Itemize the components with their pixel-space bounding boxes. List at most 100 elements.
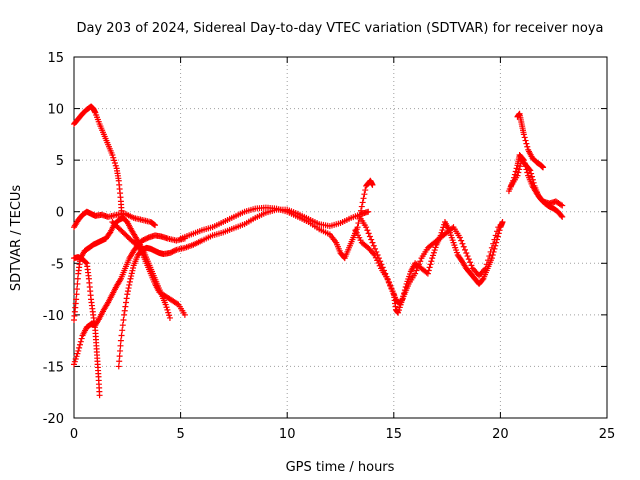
data-point-marker xyxy=(483,261,490,268)
data-point-marker xyxy=(515,169,522,176)
data-point-marker xyxy=(373,248,380,255)
data-point-marker xyxy=(172,247,179,254)
data-point-marker xyxy=(464,253,471,260)
data-point-marker xyxy=(74,275,81,282)
data-point-marker xyxy=(378,261,385,268)
data-point-marker xyxy=(439,227,446,234)
data-point-marker xyxy=(166,312,173,319)
data-point-marker xyxy=(129,267,136,274)
data-point-marker xyxy=(166,314,173,321)
data-point-marker xyxy=(460,243,467,250)
data-point-marker xyxy=(514,172,521,179)
data-point-marker xyxy=(521,134,528,141)
data-point-marker xyxy=(417,258,424,265)
x-tick-label: 15 xyxy=(386,427,403,442)
data-point-marker xyxy=(559,202,566,209)
data-point-marker xyxy=(71,358,78,365)
data-point-marker xyxy=(368,236,375,243)
data-point-marker xyxy=(112,162,119,169)
data-point-marker xyxy=(491,236,498,243)
data-point-marker xyxy=(524,143,531,150)
data-point-marker xyxy=(125,285,132,292)
data-point-marker xyxy=(165,309,172,316)
data-point-marker xyxy=(369,181,376,188)
data-point-marker xyxy=(76,341,83,348)
y-tick-label: 10 xyxy=(47,103,64,118)
x-tick-label: 25 xyxy=(599,427,616,442)
data-point-marker xyxy=(557,201,564,208)
series-arc-8 xyxy=(177,177,376,262)
data-point-marker xyxy=(124,291,131,298)
data-point-marker xyxy=(458,237,465,244)
data-point-marker xyxy=(365,208,372,215)
data-point-marker xyxy=(516,166,523,173)
data-point-marker xyxy=(487,248,494,255)
y-axis-label: SDTVAR / TECUs xyxy=(9,185,24,292)
data-point-marker xyxy=(520,131,527,138)
data-point-marker xyxy=(181,311,188,318)
data-point-marker xyxy=(463,249,470,256)
series-arc-6 xyxy=(115,206,372,370)
data-point-marker xyxy=(395,309,402,316)
data-point-marker xyxy=(118,332,125,339)
data-point-marker xyxy=(74,350,81,357)
data-point-marker xyxy=(73,353,80,360)
data-point-marker xyxy=(426,264,433,271)
data-point-marker xyxy=(96,392,103,399)
data-point-marker xyxy=(366,233,373,240)
data-point-marker xyxy=(362,187,369,194)
y-tick-label: 5 xyxy=(56,154,64,169)
data-point-marker xyxy=(432,244,439,251)
data-point-marker xyxy=(462,246,469,253)
data-point-marker xyxy=(117,347,124,354)
series-arc-9 xyxy=(352,219,506,316)
data-point-marker xyxy=(374,252,381,259)
series-arc-12 xyxy=(514,110,547,171)
data-point-marker xyxy=(115,363,122,370)
data-point-marker xyxy=(490,240,497,247)
data-point-marker xyxy=(73,291,80,298)
data-point-marker xyxy=(122,303,129,310)
data-point-marker xyxy=(395,307,402,314)
data-point-marker xyxy=(528,170,535,177)
data-point-marker xyxy=(372,245,379,252)
data-point-marker xyxy=(488,244,495,251)
data-point-marker xyxy=(517,163,524,170)
series-arc-1 xyxy=(71,103,125,220)
data-point-marker xyxy=(72,356,79,363)
data-point-marker xyxy=(370,242,377,249)
data-point-marker xyxy=(429,255,436,262)
data-point-marker xyxy=(128,270,135,277)
data-point-marker xyxy=(364,227,371,234)
data-point-marker xyxy=(456,234,463,241)
data-point-marker xyxy=(123,295,130,302)
y-tick-label: -5 xyxy=(51,257,64,272)
data-point-marker xyxy=(413,267,420,274)
data-point-marker xyxy=(164,306,171,313)
data-point-marker xyxy=(379,264,386,271)
data-point-marker xyxy=(412,270,419,277)
data-point-marker xyxy=(128,273,135,280)
data-point-marker xyxy=(127,275,134,282)
data-point-marker xyxy=(479,276,486,283)
y-tick-labels: -20 -15 -10 -5 0 5 10 15 xyxy=(43,51,64,427)
data-point-marker xyxy=(119,322,126,329)
data-point-marker xyxy=(485,257,492,264)
series-arc-5 xyxy=(71,254,103,399)
data-point-marker xyxy=(358,203,365,210)
data-point-marker xyxy=(523,140,530,147)
data-point-marker xyxy=(380,267,387,274)
data-point-marker xyxy=(116,358,123,365)
data-point-marker xyxy=(529,176,536,183)
data-point-marker xyxy=(126,278,133,285)
data-point-marker xyxy=(111,160,118,167)
data-point-marker xyxy=(499,219,506,226)
data-point-marker xyxy=(71,361,77,368)
data-point-marker xyxy=(522,137,529,144)
data-point-marker xyxy=(527,167,534,174)
data-point-marker xyxy=(486,253,493,260)
data-point-marker xyxy=(493,228,500,235)
series-arc-2 xyxy=(71,208,159,231)
data-point-marker xyxy=(74,280,81,287)
